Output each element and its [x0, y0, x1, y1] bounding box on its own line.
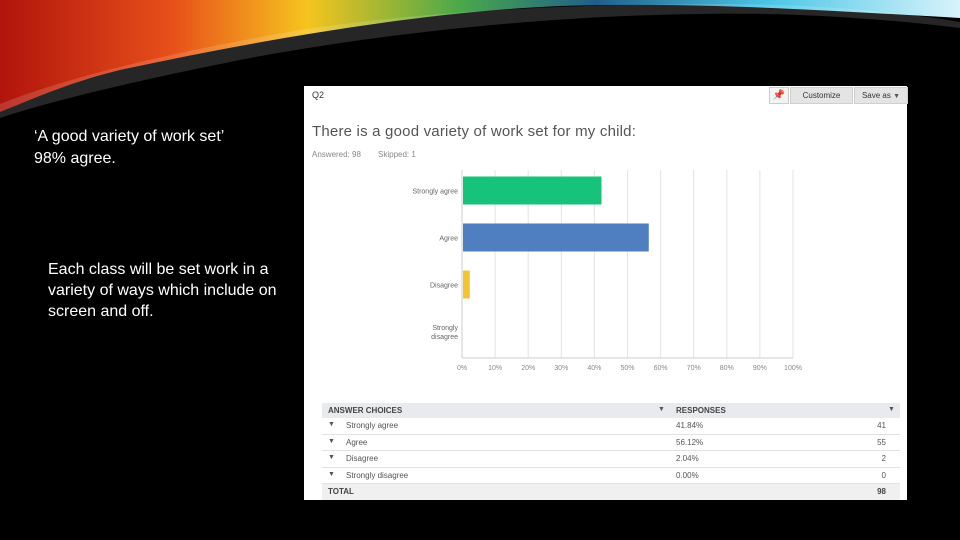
response-percent: 56.12%: [676, 437, 704, 447]
x-tick-label: 40%: [587, 365, 601, 372]
decorative-swoosh: [0, 0, 960, 118]
table-header: ANSWER CHOICES ▼ RESPONSES ▼: [322, 403, 900, 418]
x-tick-label: 60%: [654, 365, 668, 372]
header-answer-choices: ANSWER CHOICES: [328, 406, 403, 415]
pin-icon[interactable]: 📌: [769, 87, 789, 104]
x-tick-label: 0%: [457, 365, 467, 372]
table-total-row: TOTAL 98: [322, 484, 900, 500]
x-tick-label: 10%: [488, 365, 502, 372]
survey-panel: Q2 📌 Customize Save as ▼ There is a good…: [304, 86, 908, 500]
response-count: 0: [881, 470, 886, 480]
y-category-label: Strongly: [432, 325, 458, 332]
question-title: There is a good variety of work set for …: [312, 123, 637, 140]
save-as-button[interactable]: Save as ▼: [854, 87, 908, 104]
chevron-down-icon: ▼: [893, 93, 901, 100]
table-row: ▼ Strongly disagree 0.00% 0: [322, 468, 900, 484]
question-number: Q2: [312, 90, 325, 100]
bar-agree: [463, 223, 649, 252]
table-row: ▼ Agree 56.12% 55: [322, 435, 900, 451]
response-bar-chart: 0% 10% 20% 30% 40% 50% 60% 70% 80% 90% 100% Strongl…: [412, 170, 802, 372]
quote-text: ‘A good variety of work set’ 98% agree.: [34, 126, 284, 170]
x-tick-label: 50%: [620, 365, 634, 372]
response-count: 2: [881, 454, 886, 463]
x-tick-label: 100%: [784, 365, 802, 372]
response-count: 41: [877, 421, 886, 430]
y-category-label: Strongly agree: [412, 189, 458, 196]
sort-choices-icon[interactable]: ▼: [658, 406, 665, 413]
sort-responses-icon[interactable]: ▼: [888, 406, 895, 413]
bar-disagree: [463, 270, 470, 299]
response-count: 55: [877, 437, 886, 447]
save-as-label: Save as: [861, 91, 891, 100]
y-category-label: Agree: [439, 236, 458, 243]
skipped-count: Skipped: 1: [378, 150, 416, 159]
answer-choice: Strongly agree: [346, 421, 399, 430]
answer-choice: Strongly disagree: [346, 470, 409, 480]
answered-count: Answered: 98: [312, 150, 361, 159]
expand-row-icon[interactable]: ▼: [328, 421, 335, 428]
agree-percentage: 98% agree.: [34, 150, 116, 167]
expand-row-icon[interactable]: ▼: [328, 470, 335, 478]
x-tick-label: 70%: [687, 365, 701, 372]
x-tick-label: 90%: [753, 365, 767, 372]
answer-choice: Agree: [346, 437, 368, 447]
quote-line: ‘A good variety of work set’: [34, 128, 225, 145]
note-text: Each class will be set work in a variety…: [48, 261, 277, 320]
responses-table: ANSWER CHOICES ▼ RESPONSES ▼ ▼ Strongly a…: [322, 403, 900, 500]
x-tick-label: 80%: [720, 365, 734, 372]
bar-strongly-agree: [463, 176, 602, 205]
expand-row-icon[interactable]: ▼: [328, 454, 335, 461]
y-category-label: disagree: [431, 334, 458, 341]
answer-choice: Disagree: [346, 454, 379, 463]
table-row: ▼ Strongly agree 41.84% 41: [322, 418, 900, 435]
x-tick-label: 30%: [554, 365, 568, 372]
y-category-label: Disagree: [430, 283, 458, 290]
x-tick-label: 20%: [521, 365, 535, 372]
customize-button[interactable]: Customize: [790, 87, 853, 104]
expand-row-icon[interactable]: ▼: [328, 437, 335, 445]
response-percent: 2.04%: [676, 454, 699, 463]
total-value: 98: [877, 487, 886, 496]
header-responses: RESPONSES: [676, 406, 726, 415]
total-label: TOTAL: [328, 487, 354, 496]
table-row: ▼ Disagree 2.04% 2: [322, 451, 900, 468]
response-percent: 0.00%: [676, 470, 699, 480]
response-percent: 41.84%: [676, 421, 704, 430]
